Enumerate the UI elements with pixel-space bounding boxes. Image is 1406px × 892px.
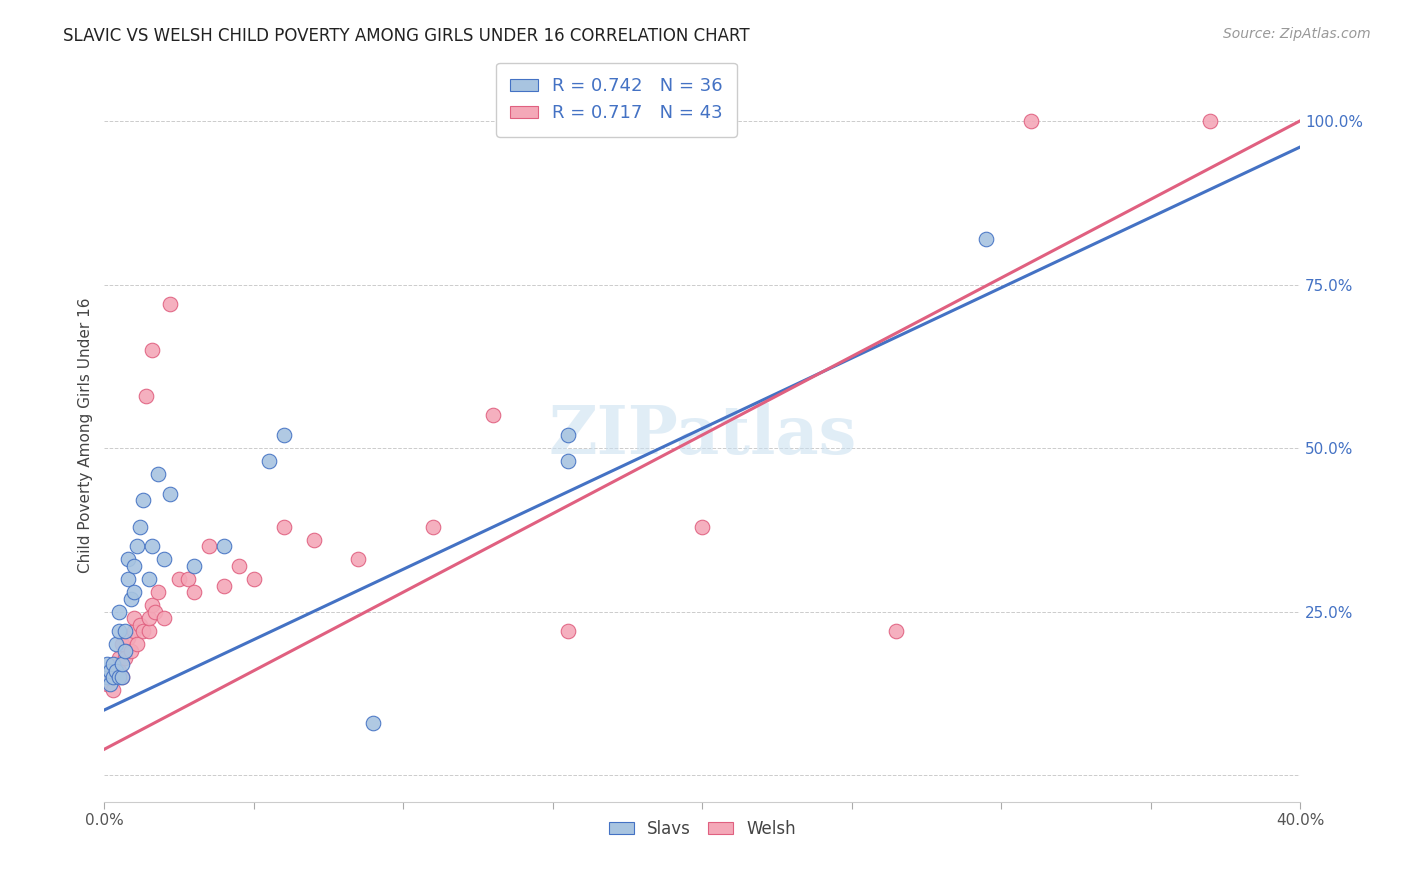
Point [273, 428, 295, 442]
Point [482, 409, 505, 423]
Point [557, 428, 579, 442]
Point [108, 664, 131, 678]
Point [212, 539, 235, 553]
Point [122, 624, 145, 639]
Point [141, 598, 163, 612]
Point [122, 611, 145, 625]
Point [96, 657, 118, 672]
Point [108, 670, 131, 684]
Legend: Slavs, Welsh: Slavs, Welsh [602, 814, 803, 845]
Point [557, 454, 579, 468]
Point [177, 572, 200, 586]
Point [153, 611, 176, 625]
Point [557, 624, 579, 639]
Point [103, 683, 125, 698]
Point [257, 454, 280, 468]
Point [105, 657, 128, 672]
Point [98, 664, 121, 678]
Point [183, 585, 205, 599]
Point [228, 558, 250, 573]
Point [108, 650, 131, 665]
Text: Source: ZipAtlas.com: Source: ZipAtlas.com [1223, 27, 1371, 41]
Point [108, 624, 131, 639]
Point [105, 638, 128, 652]
Point [105, 664, 128, 678]
Point [1199, 114, 1222, 128]
Point [120, 644, 142, 658]
Y-axis label: Child Poverty Among Girls Under 16: Child Poverty Among Girls Under 16 [79, 297, 93, 573]
Point [138, 624, 160, 639]
Text: ZIPatlas: ZIPatlas [548, 402, 856, 467]
Point [108, 605, 131, 619]
Point [135, 389, 157, 403]
Point [114, 644, 136, 658]
Point [974, 232, 997, 246]
Point [98, 670, 121, 684]
Point [127, 638, 149, 652]
Point [243, 572, 266, 586]
Point [1019, 114, 1042, 128]
Point [141, 539, 163, 553]
Point [103, 657, 125, 672]
Point [363, 716, 385, 731]
Point [132, 624, 155, 639]
Point [117, 572, 139, 586]
Point [143, 605, 166, 619]
Point [183, 558, 205, 573]
Point [159, 487, 181, 501]
Point [96, 677, 118, 691]
Point [122, 585, 145, 599]
Point [122, 558, 145, 573]
Point [422, 519, 444, 533]
Point [347, 552, 370, 566]
Point [132, 493, 155, 508]
Point [153, 552, 176, 566]
Point [129, 519, 152, 533]
Point [111, 670, 134, 684]
Point [129, 618, 152, 632]
Point [159, 297, 181, 311]
Point [138, 572, 160, 586]
Point [98, 677, 121, 691]
Point [302, 533, 325, 547]
Point [141, 343, 163, 357]
Point [114, 650, 136, 665]
Point [111, 638, 134, 652]
Point [148, 467, 170, 482]
Point [103, 664, 125, 678]
Point [117, 552, 139, 566]
Point [111, 657, 134, 672]
Point [138, 611, 160, 625]
Point [117, 631, 139, 645]
Point [198, 539, 221, 553]
Point [114, 624, 136, 639]
Point [167, 572, 190, 586]
Point [96, 670, 118, 684]
Point [127, 539, 149, 553]
Point [212, 578, 235, 592]
Point [111, 670, 134, 684]
Point [120, 591, 142, 606]
Point [886, 624, 908, 639]
Point [273, 519, 295, 533]
Point [103, 670, 125, 684]
Point [690, 519, 713, 533]
Text: SLAVIC VS WELSH CHILD POVERTY AMONG GIRLS UNDER 16 CORRELATION CHART: SLAVIC VS WELSH CHILD POVERTY AMONG GIRL… [63, 27, 749, 45]
Point [148, 585, 170, 599]
